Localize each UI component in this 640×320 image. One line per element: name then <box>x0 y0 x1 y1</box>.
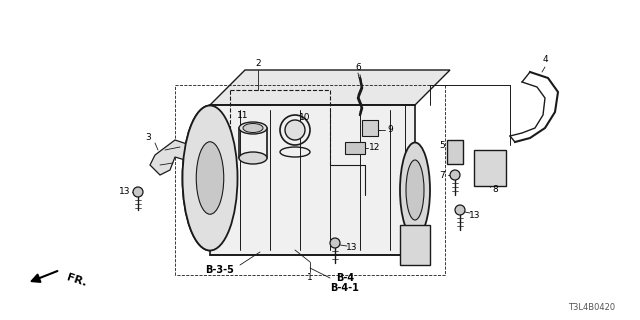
Polygon shape <box>345 142 365 154</box>
Text: 6: 6 <box>355 62 361 71</box>
Text: B-3-5: B-3-5 <box>205 265 234 275</box>
Ellipse shape <box>239 152 267 164</box>
Text: 4: 4 <box>542 55 548 65</box>
Polygon shape <box>362 120 378 136</box>
Ellipse shape <box>243 124 263 132</box>
Ellipse shape <box>239 122 267 134</box>
Ellipse shape <box>196 142 224 214</box>
Text: 3: 3 <box>145 133 151 142</box>
Ellipse shape <box>133 187 143 197</box>
Text: 5: 5 <box>439 140 445 149</box>
Ellipse shape <box>182 106 237 251</box>
Text: 2: 2 <box>255 59 261 68</box>
Text: 13: 13 <box>119 188 131 196</box>
Ellipse shape <box>400 142 430 237</box>
Ellipse shape <box>182 106 237 251</box>
Text: 7: 7 <box>439 171 445 180</box>
Ellipse shape <box>406 160 424 220</box>
Text: 11: 11 <box>237 110 249 119</box>
Text: 12: 12 <box>369 143 381 153</box>
Text: 13: 13 <box>469 211 481 220</box>
Polygon shape <box>210 105 415 255</box>
Text: FR.: FR. <box>66 272 88 288</box>
Ellipse shape <box>330 238 340 248</box>
Polygon shape <box>210 70 450 105</box>
Text: T3L4B0420: T3L4B0420 <box>568 303 615 313</box>
Text: 8: 8 <box>492 186 498 195</box>
Polygon shape <box>150 140 190 175</box>
Polygon shape <box>447 140 463 164</box>
Text: 13: 13 <box>346 243 358 252</box>
Text: 9: 9 <box>387 125 393 134</box>
Text: 10: 10 <box>300 114 311 123</box>
Text: 1: 1 <box>307 274 313 283</box>
Text: B-4-1: B-4-1 <box>331 283 360 293</box>
Polygon shape <box>474 150 506 186</box>
Ellipse shape <box>450 170 460 180</box>
Ellipse shape <box>455 205 465 215</box>
Ellipse shape <box>285 120 305 140</box>
Text: B-4: B-4 <box>336 273 354 283</box>
Polygon shape <box>400 225 430 265</box>
